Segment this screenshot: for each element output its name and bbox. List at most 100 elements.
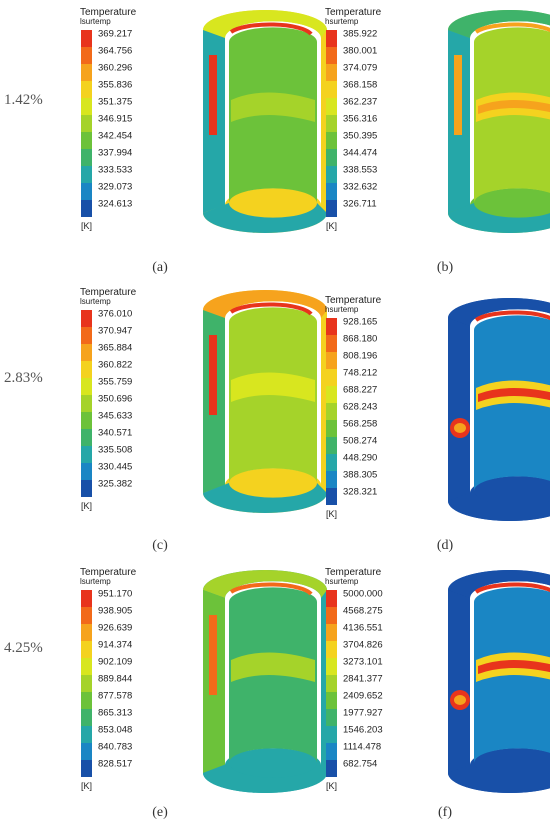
legend-tick-label: 385.922 [343,28,378,40]
legend-unit: [K] [81,781,93,791]
legend-colorbar [326,590,337,777]
legend-tick-label: 370.947 [98,325,133,337]
legend-swatch [326,386,337,403]
legend-swatch [326,420,337,437]
cylinder-contour-plot [448,570,550,793]
legend-swatch [326,81,337,98]
legend-swatch [326,709,337,726]
legend-variable: hsurtemp [325,577,359,586]
legend-tick-label: 1977.927 [343,707,383,719]
legend-tick-label: 380.001 [343,45,378,57]
legend-swatch [326,743,337,760]
legend-tick-label: 3273.101 [343,656,383,668]
legend-unit: [K] [326,781,338,791]
rim-hotspot [229,302,313,316]
legend-swatch [81,412,92,429]
legend-swatch [81,658,92,675]
legend-swatch [81,446,92,463]
rim-hotspot [229,582,313,596]
legend-variable: hsurtemp [325,17,359,26]
cylinder-contour-plot [448,298,550,521]
legend-tick-label: 376.010 [98,308,133,320]
legend-title: Temperature [325,567,382,578]
row-label-3: 4.25% [4,640,43,656]
legend-title: Temperature [325,295,382,306]
legend-tick-label: 324.613 [98,198,133,210]
legend-tick-label: 4136.551 [343,622,383,634]
legend-tick-label: 335.508 [98,444,133,456]
legend-swatch [81,115,92,132]
color-legend: Temperature hsurtemp 928.165 868.180 808.196… [325,296,415,526]
legend-tick-label: 360.296 [98,62,133,74]
hot-band [478,388,550,402]
legend-swatch [326,98,337,115]
legend-swatch [326,624,337,641]
legend-tick-label: 808.196 [343,350,378,362]
legend-swatch [81,132,92,149]
legend-variable: lsurtemp [80,297,111,306]
legend-tick-label: 3704.826 [343,639,383,651]
legend-tick-label: 828.517 [98,758,133,770]
legend-swatch [326,641,337,658]
cut-face-core [454,423,466,433]
legend-unit: [K] [326,509,338,519]
legend-tick-label: 2841.377 [343,673,383,685]
legend-swatch [326,200,337,217]
panel-c: Temperature lsurtemp 376.010 370.947 365.884… [80,288,350,533]
cut-face [448,590,470,773]
legend-colorbar [326,30,337,217]
inner-wall [229,307,317,483]
legend-tick-label: 346.915 [98,113,133,125]
legend-swatch [81,327,92,344]
legend-tick-label: 1114.478 [343,741,382,753]
panel-e: Temperature lsurtemp 951.170 938.905 926.639… [80,568,350,813]
legend-tick-label: 365.884 [98,342,133,354]
bottom-rim [448,491,550,521]
legend-tick-label: 362.237 [343,96,378,108]
legend-variable: lsurtemp [80,577,111,586]
panel-f: Temperature hsurtemp 5000.000 4568.275 4136.… [325,568,550,813]
legend-colorbar [81,30,92,217]
inner-wall [474,27,550,203]
inner-band [231,372,315,402]
legend-tick-label: 356.316 [343,113,378,125]
color-legend: Temperature hsurtemp 385.922 380.001 374.079… [325,8,415,238]
cylinder-contour-plot [448,10,550,233]
legend-tick-label: 840.783 [98,741,133,753]
row-label-1: 1.42% [4,92,43,108]
legend-swatch [326,692,337,709]
legend-swatch [81,183,92,200]
legend-tick-label: 877.578 [98,690,133,702]
legend-colorbar [81,590,92,777]
legend-swatch [326,760,337,777]
legend-tick-label: 688.227 [343,384,378,396]
cylinder-contour-plot [203,10,327,233]
legend-swatch [81,47,92,64]
top-rim [448,298,550,326]
top-rim [203,10,327,38]
legend-swatch [81,590,92,607]
legend-swatch [81,361,92,378]
bottom-rim [203,483,327,513]
legend-swatch [326,318,337,335]
legend-swatch [81,624,92,641]
legend-swatch [81,463,92,480]
color-legend: Temperature lsurtemp 951.170 938.905 926.639… [80,568,170,798]
cylinder-model-5 [448,570,550,793]
legend-swatch [81,395,92,412]
legend-tick-label: 350.696 [98,393,133,405]
panel-caption: (c) [152,538,168,553]
legend-tick-label: 369.217 [98,28,133,40]
panel-caption: (d) [436,538,454,553]
legend-tick-label: 338.553 [343,164,378,176]
inner-band [231,652,315,682]
panel-d: Temperature hsurtemp 928.165 868.180 808.196… [325,296,550,541]
inner-wall [474,315,550,491]
legend-tick-label: 853.048 [98,724,133,736]
color-legend: Temperature lsurtemp 369.217 364.756 360.296… [80,8,170,238]
legend-swatch [326,149,337,166]
panel-a: Temperature lsurtemp 369.217 364.756 360.296… [80,8,350,253]
cylinder-model-0 [203,10,327,233]
legend-tick-label: 374.079 [343,62,378,74]
legend-tick-label: 1546.203 [343,724,383,736]
